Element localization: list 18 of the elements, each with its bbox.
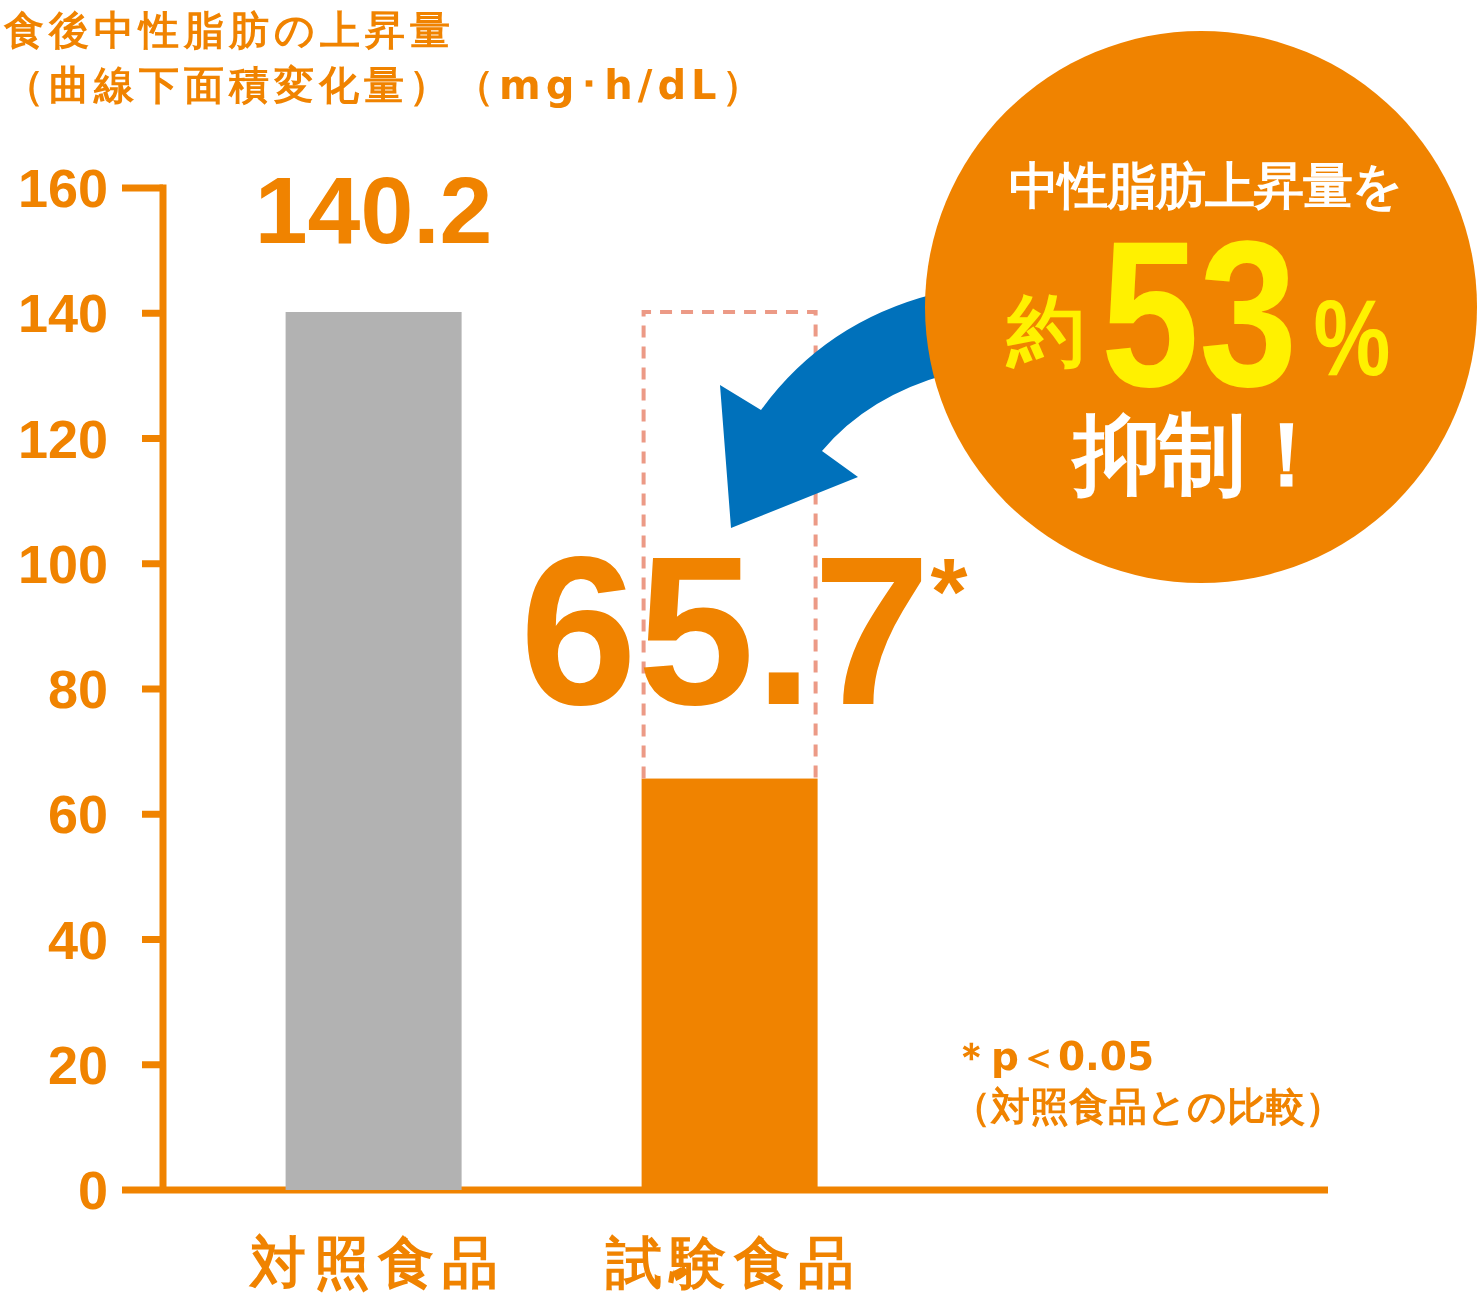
x-tick-label: 対照食品 xyxy=(247,1229,506,1295)
text: 抑制！ xyxy=(1069,402,1328,506)
y-tick-label: 120 xyxy=(17,408,108,469)
y-tick-label: 100 xyxy=(17,533,108,594)
y-tick-label: 140 xyxy=(17,283,108,344)
text: ＊p＜0.05（対照食品との比較） xyxy=(952,1033,1344,1129)
x-tick-label: 試験食品 xyxy=(604,1229,862,1295)
y-axis-title: 食後中性脂肪の上昇量（曲線下面積変化量）（mg･h/dL） xyxy=(3,7,767,108)
y-tick-label: 80 xyxy=(47,659,108,719)
data-label: 140.2 xyxy=(254,157,493,263)
y-tick-label: 20 xyxy=(47,1034,108,1095)
text: 約 xyxy=(1005,286,1085,376)
text: % xyxy=(1313,276,1391,399)
y-tick-label: 160 xyxy=(17,158,108,218)
y-tick-label: 40 xyxy=(47,909,108,970)
data-label: 65.7$^{*}$ xyxy=(519,512,968,749)
y-tick-label: 0 xyxy=(77,1160,108,1220)
y-tick-label: 60 xyxy=(47,784,108,845)
